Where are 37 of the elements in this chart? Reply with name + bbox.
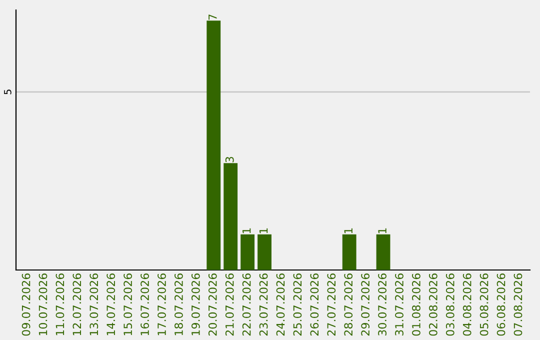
data-label: 1 [378,228,386,234]
x-tick-label: 20.07.2026 [208,273,217,336]
x-tick-label: 02.08.2026 [428,273,438,336]
x-tick-label: 06.08.2026 [496,273,506,336]
x-tick-label: 11.07.2026 [56,273,64,336]
x-tick-label: 24.07.2026 [276,273,285,336]
x-tick-label: 09.07.2026 [22,273,30,336]
x-tick-label: 22.07.2026 [242,273,251,336]
x-tick-label: 19.07.2026 [191,273,200,336]
x-tick-label: 05.08.2026 [480,273,488,336]
x-tick-label: 25.07.2026 [293,273,302,336]
data-label: 3 [225,156,234,162]
x-tick-label: 28.07.2026 [344,273,353,336]
x-tick-label: 03.08.2026 [446,273,454,336]
data-label: 1 [242,228,251,234]
x-tick-label: 10.07.2026 [38,273,48,336]
x-tick-label: 07.08.2026 [514,273,522,336]
x-tick-label: 12.07.2026 [72,273,82,336]
x-tick-label: 15.07.2026 [124,273,132,336]
y-tick-label: 5 [4,90,12,94]
x-tick-label: 30.07.2026 [378,273,386,336]
x-tick-label: 31.07.2026 [395,273,404,336]
x-tick-label: 29.07.2026 [361,273,370,336]
x-tick-label: 16.07.2026 [140,273,149,336]
x-tick-label: 13.07.2026 [90,273,98,336]
data-label: 7 [208,14,217,20]
data-label: 1 [259,228,268,234]
data-label: 1 [344,228,352,234]
x-tick-label: 23.07.2026 [259,273,268,336]
x-tick-label: 04.08.2026 [462,273,472,336]
x-tick-label: 18.07.2026 [174,273,183,336]
x-tick-label: 27.07.2026 [327,273,336,336]
x-tick-label: 21.07.2026 [225,273,234,336]
x-tick-label: 01.08.2026 [412,273,420,336]
x-tick-label: 14.07.2026 [106,273,116,336]
x-tick-label: 17.07.2026 [158,273,166,336]
x-tick-label: 26.07.2026 [310,273,319,336]
